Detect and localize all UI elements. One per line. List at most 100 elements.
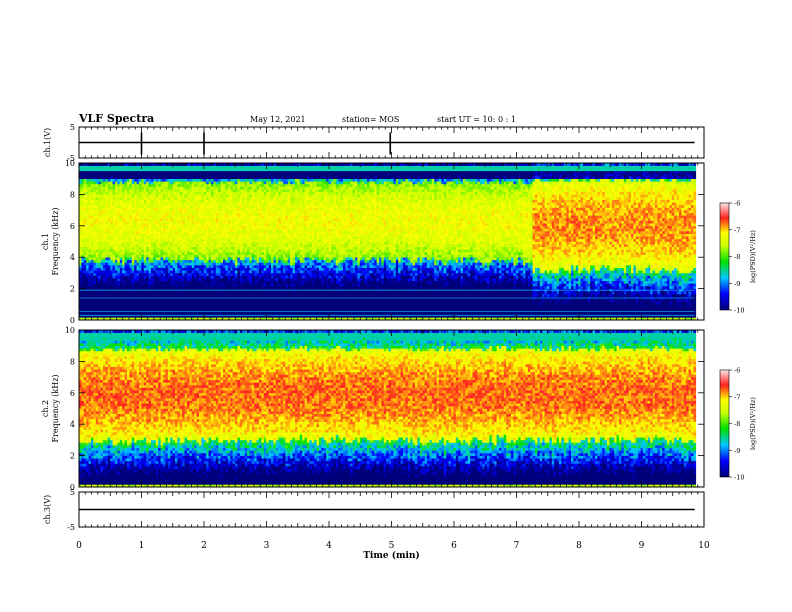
psd-cell: [149, 221, 152, 224]
psd-cell: [110, 168, 113, 171]
psd-cell: [197, 234, 200, 237]
psd-cell: [125, 268, 128, 271]
psd-cell: [137, 239, 140, 242]
psd-cell: [117, 202, 120, 205]
psd-cell: [144, 244, 147, 247]
psd-cell: [125, 221, 128, 224]
psd-cell: [127, 239, 130, 242]
psd-cell: [197, 197, 200, 200]
psd-cell: [113, 262, 116, 265]
psd-cell: [129, 255, 132, 258]
psd-cell: [103, 268, 106, 271]
psd-cell: [141, 173, 144, 176]
psd-cell: [156, 281, 159, 284]
psd-cell: [168, 244, 171, 247]
psd-cell: [197, 231, 200, 234]
psd-cell: [113, 270, 116, 273]
psd-cell: [189, 179, 192, 182]
psd-cell: [194, 265, 197, 268]
psd-cell: [115, 252, 118, 255]
psd-cell: [187, 187, 190, 190]
psd-cell: [141, 239, 144, 242]
psd-cell: [105, 213, 108, 216]
psd-cell: [175, 260, 178, 263]
psd-cell: [115, 192, 118, 195]
psd-cell: [151, 181, 154, 184]
psd-cell: [96, 168, 99, 171]
psd-cell: [96, 302, 99, 305]
psd-cell: [165, 247, 168, 250]
psd-cell: [163, 226, 166, 229]
psd-cell: [110, 187, 113, 190]
psd-cell: [125, 257, 128, 260]
psd-cell: [151, 236, 154, 239]
psd-cell: [113, 168, 116, 171]
psd-cell: [134, 260, 137, 263]
psd-cell: [84, 213, 87, 216]
psd-cell: [139, 181, 142, 184]
psd-cell: [141, 228, 144, 231]
psd-cell: [122, 239, 125, 242]
psd-cell: [165, 231, 168, 234]
psd-cell: [84, 215, 87, 218]
psd-cell: [98, 299, 101, 302]
psd-cell: [177, 166, 180, 169]
psd-cell: [125, 265, 128, 268]
psd-cell: [173, 286, 176, 289]
psd-cell: [151, 273, 154, 276]
psd-cell: [117, 200, 120, 203]
psd-cell: [127, 249, 130, 252]
psd-cell: [180, 236, 183, 239]
psd-cell: [187, 176, 190, 179]
psd-cell: [137, 231, 140, 234]
psd-cell: [161, 187, 164, 190]
psd-cell: [141, 202, 144, 205]
psd-cell: [185, 213, 188, 216]
psd-cell: [125, 249, 128, 252]
psd-cell: [93, 176, 96, 179]
psd-cell: [158, 291, 161, 294]
psd-cell: [81, 215, 84, 218]
psd-cell: [115, 255, 118, 258]
psd-cell: [197, 302, 200, 305]
psd-cell: [84, 197, 87, 200]
psd-cell: [192, 242, 195, 245]
psd-cell: [141, 262, 144, 265]
psd-cell: [156, 223, 159, 226]
psd-cell: [125, 213, 128, 216]
psd-cell: [185, 294, 188, 297]
psd-cell: [98, 231, 101, 234]
psd-cell: [158, 283, 161, 286]
psd-cell: [161, 244, 164, 247]
psd-cell: [141, 205, 144, 208]
psd-cell: [117, 171, 120, 174]
psd-cell: [117, 268, 120, 271]
psd-cell: [158, 257, 161, 260]
psd-cell: [108, 223, 111, 226]
psd-cell: [96, 171, 99, 174]
psd-cell: [96, 268, 99, 271]
psd-cell: [120, 181, 123, 184]
psd-cell: [132, 302, 135, 305]
psd-cell: [115, 168, 118, 171]
psd-cell: [182, 213, 185, 216]
psd-cell: [101, 213, 104, 216]
psd-cell: [187, 276, 190, 279]
psd-cell: [93, 184, 96, 187]
psd-cell: [192, 236, 195, 239]
psd-cell: [139, 234, 142, 237]
psd-cell: [132, 189, 135, 192]
psd-cell: [146, 166, 149, 169]
psd-cell: [144, 189, 147, 192]
psd-cell: [182, 268, 185, 271]
psd-cell: [117, 213, 120, 216]
psd-cell: [182, 270, 185, 273]
psd-cell: [170, 252, 173, 255]
psd-cell: [101, 173, 104, 176]
psd-cell: [180, 307, 183, 310]
psd-cell: [170, 192, 173, 195]
psd-cell: [89, 239, 92, 242]
psd-cell: [117, 184, 120, 187]
psd-cell: [89, 236, 92, 239]
psd-cell: [180, 207, 183, 210]
